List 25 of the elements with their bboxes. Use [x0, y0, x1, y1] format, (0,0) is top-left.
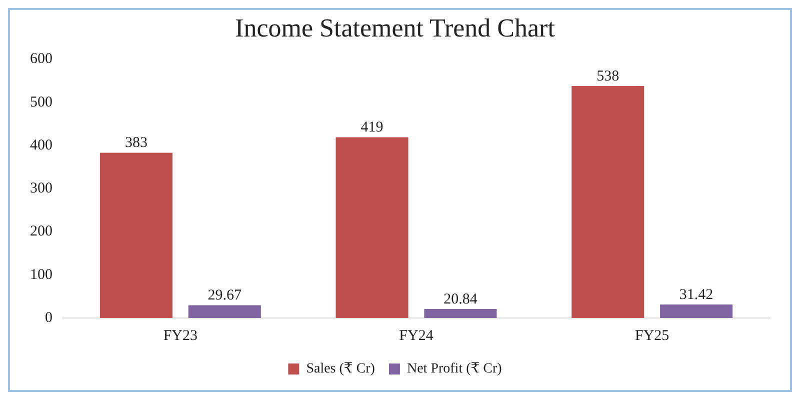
- chart-title: Income Statement Trend Chart: [235, 13, 556, 42]
- y-tick-label: 100: [30, 266, 52, 283]
- bar: [424, 309, 497, 318]
- x-tick-label: FY25: [634, 328, 670, 344]
- y-tick-label: 400: [30, 137, 52, 154]
- x-tick-label: FY23: [163, 328, 198, 344]
- y-tick-label: 500: [30, 94, 52, 110]
- legend-label: Net Profit (₹ Cr): [406, 362, 502, 377]
- y-tick-label: 600: [30, 51, 52, 68]
- data-label: 538: [596, 68, 620, 84]
- legend-label: Sales (₹ Cr): [306, 362, 376, 377]
- bar: [336, 137, 408, 318]
- bar: [572, 86, 644, 318]
- x-tick-label: FY24: [399, 328, 434, 344]
- y-tick-label: 200: [30, 224, 52, 240]
- y-tick-label: 0: [45, 310, 52, 326]
- data-label: 383: [124, 135, 148, 152]
- bar: [660, 304, 733, 318]
- bar: [100, 152, 172, 318]
- data-label: 419: [360, 120, 384, 136]
- y-tick-label: 300: [30, 180, 52, 197]
- data-label: 31.42: [679, 286, 714, 303]
- bar: [188, 305, 261, 318]
- data-label: 20.84: [444, 291, 478, 308]
- data-label: 29.67: [208, 288, 242, 304]
